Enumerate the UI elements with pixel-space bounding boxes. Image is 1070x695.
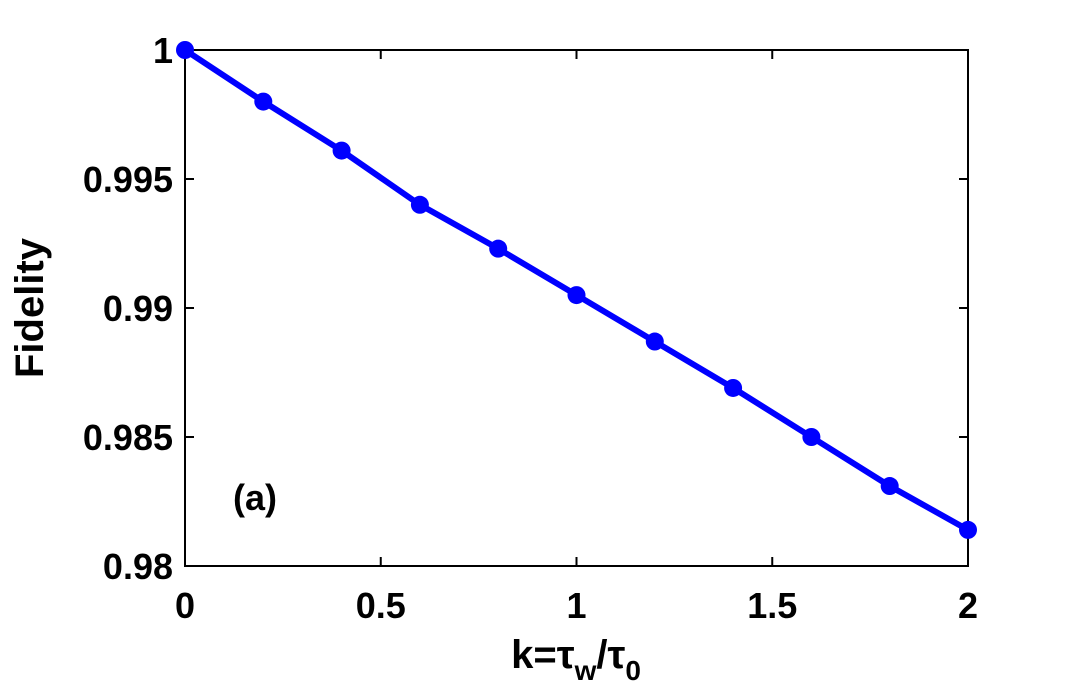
x-tick-label: 0 bbox=[175, 585, 195, 626]
x-axis-label-tau-0: τ bbox=[607, 633, 625, 677]
y-tick-label: 1 bbox=[153, 30, 173, 71]
x-tick-label: 2 bbox=[958, 585, 978, 626]
panel-annotation: (a) bbox=[233, 477, 277, 518]
x-tick-label: 0.5 bbox=[356, 585, 406, 626]
x-axis-label-sub-0: 0 bbox=[625, 655, 641, 686]
x-axis-label-slash: / bbox=[596, 633, 607, 677]
y-tick-label: 0.995 bbox=[83, 159, 173, 200]
x-tick-label: 1 bbox=[566, 585, 586, 626]
y-tick-label: 0.99 bbox=[103, 288, 173, 329]
data-point bbox=[176, 41, 194, 59]
y-tick-label: 0.98 bbox=[103, 546, 173, 587]
x-axis-label-tau-w: τ bbox=[557, 633, 575, 677]
data-point bbox=[802, 428, 821, 446]
x-axis-label-prefix: k= bbox=[511, 633, 557, 677]
data-point bbox=[567, 286, 586, 305]
data-point bbox=[332, 141, 351, 160]
y-axis-ticks: 0.98 0.985 0.99 0.995 1 bbox=[83, 30, 968, 587]
data-point bbox=[254, 92, 273, 111]
data-point bbox=[489, 239, 508, 258]
y-tick-label: 0.985 bbox=[83, 417, 173, 458]
data-point bbox=[410, 195, 429, 214]
y-axis-label: Fidelity bbox=[8, 237, 52, 378]
x-axis-label: k=τw/τ0 bbox=[511, 633, 641, 686]
data-point bbox=[880, 477, 899, 496]
data-point bbox=[724, 378, 743, 397]
x-axis-label-sub-w: w bbox=[574, 655, 597, 686]
x-tick-label: 1.5 bbox=[747, 585, 797, 626]
data-point bbox=[645, 332, 664, 351]
series-layer bbox=[176, 41, 977, 539]
x-axis-ticks: 0 0.5 1 1.5 2 bbox=[175, 50, 978, 626]
data-point bbox=[959, 520, 977, 539]
